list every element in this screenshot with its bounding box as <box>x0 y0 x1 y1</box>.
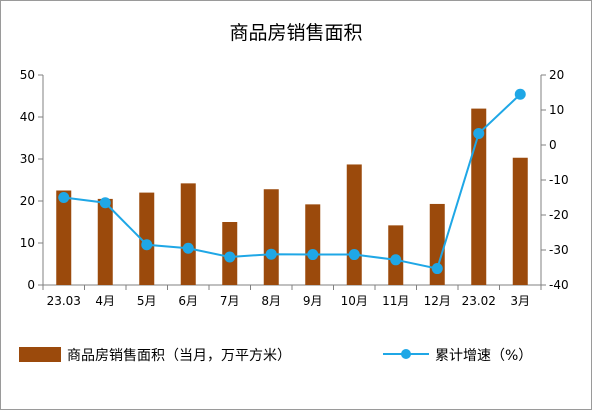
x-axis-tick-label: 4月 <box>95 294 115 308</box>
line-point <box>58 192 70 203</box>
right-axis-tick-label: 20 <box>549 68 564 82</box>
left-axis-tick-label: 20 <box>20 194 35 208</box>
left-axis-tick-label: 30 <box>20 152 35 166</box>
x-axis-tick-label: 23.03 <box>47 294 81 308</box>
bar <box>263 189 279 285</box>
x-axis-tick-label: 10月 <box>341 294 368 308</box>
x-axis-tick-label: 12月 <box>424 294 451 308</box>
x-axis-tick-label: 8月 <box>261 294 281 308</box>
x-axis-tick-label: 3月 <box>510 294 530 308</box>
line-point <box>514 88 526 100</box>
legend-line-label: 累计增速（%） <box>435 348 532 364</box>
bar <box>97 198 113 285</box>
left-axis-tick-label: 0 <box>27 278 35 292</box>
right-axis-tick-label: -20 <box>549 208 569 222</box>
line-point <box>224 251 236 263</box>
x-axis-tick-label: 23.02 <box>462 294 496 308</box>
x-axis-tick-label: 5月 <box>137 294 157 308</box>
line-series-path <box>63 93 521 270</box>
line-point <box>99 197 111 209</box>
line-point <box>307 249 319 261</box>
bar <box>56 190 72 285</box>
bar <box>139 192 155 285</box>
line-point <box>473 127 485 139</box>
bar <box>512 157 528 285</box>
legend-bar-swatch <box>19 347 61 362</box>
x-axis-labels: 23.03 4月 5月 6月 7月 8月 9月 10月 11月 12月 23.02 3月 <box>47 294 531 308</box>
x-axis-tick-label: 11月 <box>382 294 409 308</box>
bar <box>346 164 362 285</box>
right-axis-tick-label: -30 <box>549 243 569 257</box>
legend-line-marker <box>401 349 411 359</box>
x-axis-tick-label: 7月 <box>220 294 240 308</box>
line-series-group <box>58 88 526 275</box>
bar-series-group <box>56 108 528 285</box>
bar <box>471 108 487 285</box>
left-axis-tick-label: 50 <box>20 68 35 82</box>
left-axis-tick-label: 10 <box>20 236 35 250</box>
right-axis-tick-label: 0 <box>549 138 557 152</box>
line-point <box>431 263 443 275</box>
line-point <box>182 242 194 254</box>
line-point <box>141 239 153 251</box>
line-point <box>348 249 360 261</box>
x-axis-tick-label: 6月 <box>178 294 198 308</box>
bar <box>180 183 196 285</box>
right-axis-tick-label: 10 <box>549 103 564 117</box>
bar <box>305 204 321 285</box>
right-axis-tick-label: -40 <box>549 278 569 292</box>
left-axis-tick-label: 40 <box>20 110 35 124</box>
axes-group: 0 10 20 30 40 50 -40 -30 -20 -10 0 10 20 <box>20 68 569 292</box>
line-point <box>265 248 277 260</box>
line-point <box>390 254 402 266</box>
chart-title: 商品房销售面积 <box>229 22 362 44</box>
legend: 商品房销售面积（当月，万平方米） 累计增速（%） <box>19 347 532 364</box>
x-axis-tick-label: 9月 <box>303 294 323 308</box>
legend-bar-label: 商品房销售面积（当月，万平方米） <box>67 348 291 364</box>
right-axis-tick-label: -10 <box>549 173 569 187</box>
